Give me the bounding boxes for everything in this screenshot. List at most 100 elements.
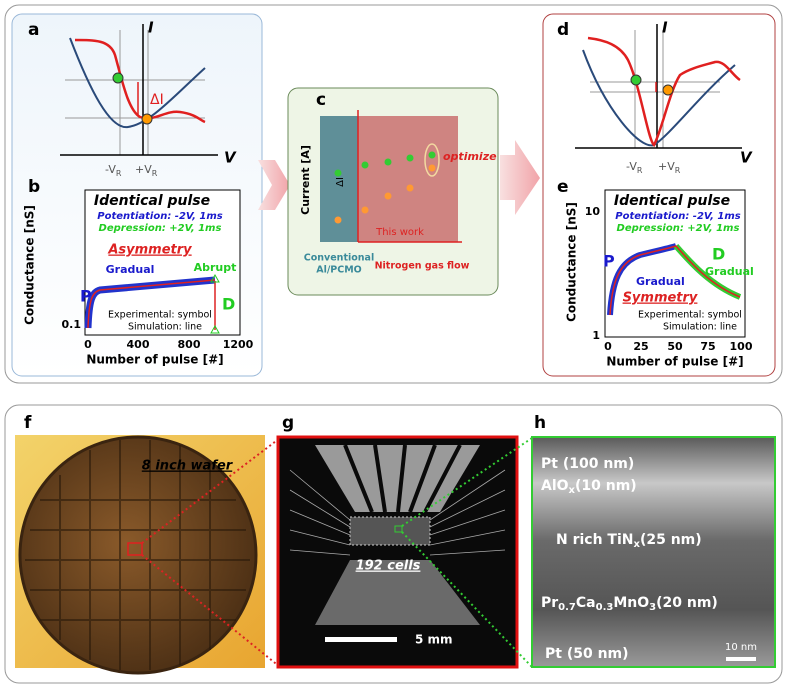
title: Identical pulse [94,193,210,209]
panel-label: e [557,177,569,197]
axis-label: Conductance [nS] [23,205,37,325]
tick-label: +VR [135,163,158,178]
zoom-line [401,531,533,668]
note: Potentiation: -2V, 1ms [615,211,740,222]
point [384,192,392,200]
axis-label: Nitrogen gas flow [375,261,470,272]
annotation: D [712,245,725,264]
axis-label: Number of pulse [#] [606,355,743,369]
tick-label: 0.1 [62,318,82,331]
annotation: ΔI [150,92,164,108]
point [361,206,369,214]
tick-label: -VR [105,163,122,178]
tick-label: 25 [633,340,648,353]
note: Depression: +2V, 1ms [617,223,740,234]
panel-label: g [282,413,294,433]
arrow [258,160,290,210]
layer-label: AlOx(10 nm) [541,478,637,496]
legend: Simulation: line [128,322,202,333]
panel-label: a [28,20,39,40]
point [406,184,414,192]
annotation: Gradual [705,265,754,278]
panel-label: c [316,90,326,110]
scale-bar [726,657,756,661]
zoom-line [401,437,533,527]
axis-label: Conductance [nS] [565,202,579,322]
tick-label: 0 [604,340,612,353]
point [334,169,342,177]
wires [289,469,506,556]
fit-line [609,245,741,316]
tick-label: 1200 [223,338,254,351]
cell-array [349,516,431,546]
note: Depression: +2V, 1ms [99,223,222,234]
legend: Simulation: line [663,322,737,333]
tick-label: 10 [585,205,601,218]
point [406,154,414,162]
pads [315,445,480,512]
curve [587,36,741,147]
panel-label: b [28,177,40,197]
symbol [210,273,220,283]
annotation: Abrupt [194,261,237,274]
tick-label: 75 [700,340,715,353]
point [630,74,642,86]
arrow [500,140,540,215]
annotation: P [80,287,92,306]
point [662,84,674,96]
tick-label: 400 [127,338,150,351]
point [384,158,392,166]
scale-bar [325,637,397,642]
point [112,72,124,84]
point [428,151,436,159]
zoom-line [141,437,281,544]
panel-label: f [24,413,32,433]
axis-label: V [224,149,237,167]
annotation: ΔI [335,177,346,187]
tick-label: +VR [658,160,681,175]
tick-label: 0 [84,338,92,351]
tem-image [531,436,776,668]
axis-label: Number of pulse [#] [86,353,223,367]
caption: 192 cells [356,559,421,574]
marker [127,542,143,556]
axis-label: V [740,149,753,167]
title: Identical pulse [614,193,730,209]
region [358,116,458,242]
symbol [210,324,220,334]
legend: Experimental: symbol [108,310,212,321]
tick-label: -VR [626,160,643,175]
annotation: Conventional [304,253,374,264]
tick-label: 800 [178,338,201,351]
panel-label: d [557,20,569,40]
annotation: This work [375,227,424,238]
tick-label: 50 [667,340,683,353]
panel-label: h [534,413,546,433]
pads [343,444,462,513]
plot-frame [84,189,241,336]
annotation: Al/PCMO [316,265,362,276]
curve [74,38,206,124]
layer-label: Pt (100 nm) [541,456,634,472]
caption: 8 inch wafer [142,459,234,474]
marker [394,525,403,533]
highlight [424,143,440,177]
annotation: optimize [443,150,497,163]
annotation: D [222,295,235,314]
die-grid [25,440,250,670]
annotation: Gradual [636,275,685,288]
axis-label: I [662,19,668,37]
layer-label: N rich TiNx(25 nm) [556,532,702,550]
curve [69,37,206,129]
axis-label: I [148,19,154,37]
annotation: Symmetry [623,291,698,306]
fit-line [87,279,216,329]
annotation: Gradual [106,263,155,276]
tick-label: 100 [730,340,753,353]
axis-label: Current [A] [299,145,312,215]
layer-label: Pr0.7Ca0.3MnO3(20 nm) [541,595,718,613]
point [334,216,342,224]
point [361,161,369,169]
